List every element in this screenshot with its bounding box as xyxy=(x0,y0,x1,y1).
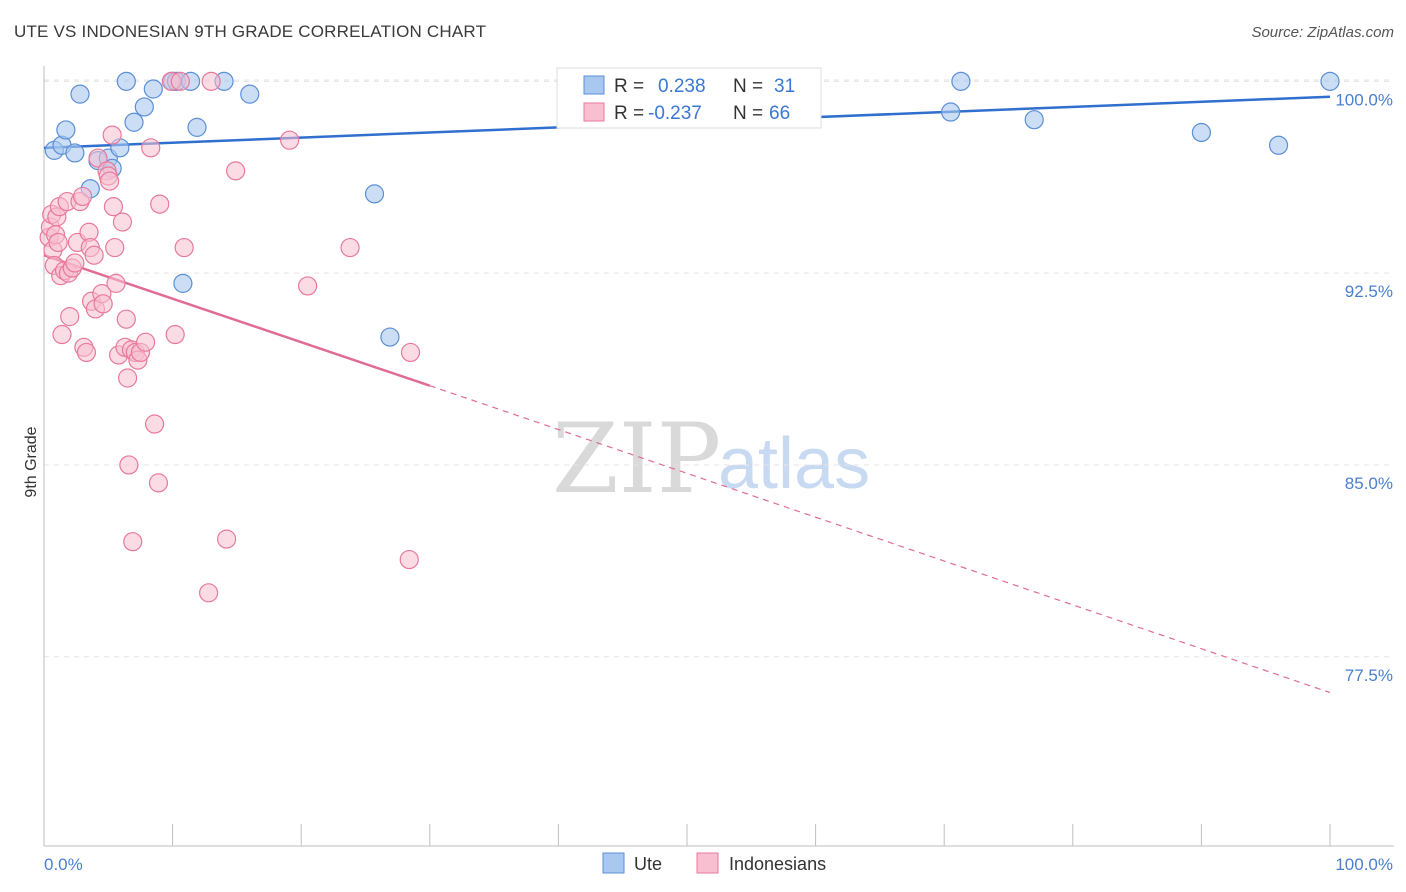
indonesians-point-19 xyxy=(72,186,93,207)
indonesians-point-7 xyxy=(48,232,68,253)
indonesians-point-63 xyxy=(340,237,360,258)
indonesians-point-40 xyxy=(116,309,136,329)
ute-point-2 xyxy=(56,120,76,140)
indonesians-point-64 xyxy=(400,342,421,363)
legend-ute-swatch xyxy=(583,75,605,95)
indonesians-point-16 xyxy=(65,253,85,273)
y-tick-label-0: 77.5% xyxy=(1345,666,1393,685)
ute-point-26 xyxy=(951,71,971,91)
legend-ute-n-value: 31 xyxy=(774,76,795,97)
ute-point-29 xyxy=(1268,135,1289,155)
ute-point-11 xyxy=(124,112,144,132)
indonesians-point-10 xyxy=(52,324,72,345)
indonesians-point-57 xyxy=(199,583,219,603)
source-label: Source: ZipAtlas.com xyxy=(1251,24,1394,41)
y-axis-label: 9th Grade xyxy=(23,426,40,497)
indonesians-point-29 xyxy=(93,294,113,314)
ute-point-18 xyxy=(173,273,193,293)
indonesians-point-58 xyxy=(201,71,221,91)
indonesians-point-49 xyxy=(141,138,161,158)
x-tick-label-end: 100.0% xyxy=(1335,855,1393,874)
indonesians-point-38 xyxy=(112,212,133,232)
indonesians-trend-line-extrapolated xyxy=(429,385,1331,694)
indonesians-point-14 xyxy=(60,307,80,327)
indonesians-point-33 xyxy=(102,125,122,145)
correlation-legend: R = 0.238 N = 31 R = -0.237 N = 66 xyxy=(556,67,822,129)
indonesians-point-32 xyxy=(99,171,120,191)
ute-point-13 xyxy=(143,79,163,99)
ute-point-4 xyxy=(70,84,90,104)
indonesians-point-65 xyxy=(399,549,419,570)
indonesians-point-54 xyxy=(165,324,185,345)
y-tick-labels: 77.5% 85.0% 92.5% 100.0% xyxy=(1335,90,1393,684)
indonesians-point-42 xyxy=(119,455,139,475)
grid-lines xyxy=(44,79,1394,658)
ute-point-21 xyxy=(364,184,385,204)
indonesians-point-62 xyxy=(298,276,318,296)
legend-ute-r-value: 0.238 xyxy=(658,76,706,97)
watermark-atlas: atlas xyxy=(718,424,870,504)
indonesians-point-50 xyxy=(144,414,165,434)
legend-indo-n-label: N = xyxy=(733,103,763,124)
indonesians-point-61 xyxy=(280,130,300,150)
legend-indo-swatch xyxy=(583,102,605,122)
legend-ute-n-label: N = xyxy=(733,76,763,97)
watermark-zip: ZIP xyxy=(552,403,721,515)
indonesians-point-44 xyxy=(123,532,143,552)
indonesians-point-36 xyxy=(106,273,126,293)
ute-point-22 xyxy=(380,327,400,347)
indonesians-point-60 xyxy=(226,161,246,181)
legend-indo-n-value: 66 xyxy=(769,103,790,124)
trend-lines xyxy=(43,95,1331,694)
indonesians-point-59 xyxy=(217,529,237,549)
indonesians-point-21 xyxy=(76,342,97,363)
indonesians-point-35 xyxy=(105,237,125,258)
series-indonesians-points xyxy=(39,71,421,603)
ute-point-27 xyxy=(1024,110,1044,130)
ute-point-20 xyxy=(240,84,260,104)
ute-point-3 xyxy=(65,143,85,163)
chart-title: UTE VS INDONESIAN 9TH GRADE CORRELATION … xyxy=(14,22,487,41)
ute-point-12 xyxy=(134,97,154,117)
x-tick-label-start: 0.0% xyxy=(44,855,83,874)
ute-point-30 xyxy=(1320,71,1340,91)
legend-indo-r-value: -0.237 xyxy=(648,103,702,124)
indonesians-trend-line xyxy=(43,254,431,387)
series-legend: Ute Indonesians xyxy=(602,852,826,874)
ute-point-10 xyxy=(116,71,136,91)
x-tick-labels: 0.0% 100.0% xyxy=(44,855,1393,874)
indonesians-point-25 xyxy=(84,245,104,265)
indonesians-point-52 xyxy=(148,473,169,493)
ute-point-17 xyxy=(187,117,207,137)
indonesians-point-41 xyxy=(117,368,138,388)
bottom-legend-ute-swatch xyxy=(602,852,625,874)
y-tick-label-3: 100.0% xyxy=(1335,90,1393,109)
ute-point-25 xyxy=(941,102,961,122)
indonesians-point-48 xyxy=(135,332,156,352)
legend-indo-r-label: R = xyxy=(614,103,644,124)
bottom-legend-indo-label: Indonesians xyxy=(729,854,826,874)
ute-point-28 xyxy=(1191,122,1212,143)
legend-ute-r-label: R = xyxy=(614,76,644,97)
bottom-legend-indo-swatch xyxy=(696,852,719,874)
indonesians-point-51 xyxy=(150,194,170,214)
indonesians-point-56 xyxy=(174,237,194,258)
axes xyxy=(43,66,1394,847)
indonesians-point-55 xyxy=(170,71,190,91)
y-tick-label-1: 85.0% xyxy=(1345,474,1393,493)
indonesians-point-34 xyxy=(103,197,124,217)
bottom-legend-ute-label: Ute xyxy=(634,854,662,874)
y-tick-label-2: 92.5% xyxy=(1345,282,1393,301)
